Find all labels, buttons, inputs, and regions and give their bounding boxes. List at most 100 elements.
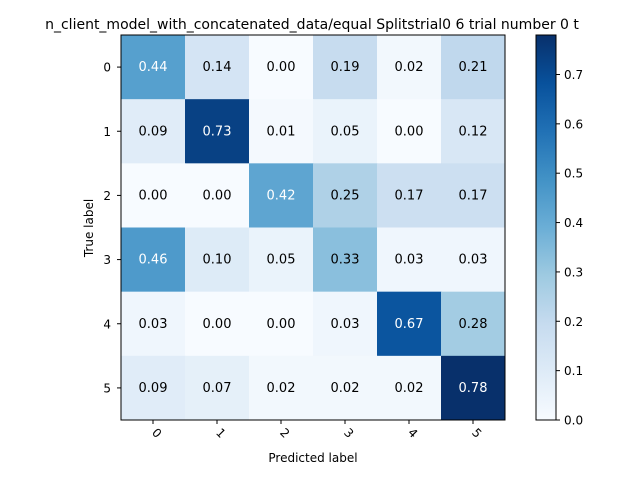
heatmap-cell bbox=[441, 99, 506, 164]
x-axis-ticks: 0 1 2 3 4 5 bbox=[149, 420, 484, 441]
cell-value-label: 0.03 bbox=[139, 317, 168, 332]
heatmap-cell bbox=[377, 99, 442, 164]
cell-value-label: 0.02 bbox=[331, 381, 360, 396]
heatmap-cell bbox=[441, 355, 506, 421]
colorbar-tick-label: 0.7 bbox=[564, 68, 583, 82]
y-tick-label: 2 bbox=[103, 189, 111, 203]
colorbar-ticks: 0.0 0.1 0.2 0.3 0.4 0.5 0.6 0.7 bbox=[556, 68, 583, 428]
heatmap-cell bbox=[121, 35, 186, 100]
heatmap-cell bbox=[377, 355, 442, 421]
heatmap-cell bbox=[313, 355, 378, 421]
heatmap-cell bbox=[121, 99, 186, 164]
heatmap-cell bbox=[121, 355, 186, 421]
cell-value-label: 0.03 bbox=[459, 253, 488, 268]
heatmap-cells bbox=[121, 35, 506, 421]
heatmap-cell bbox=[441, 291, 506, 357]
x-tick-label: 0 bbox=[149, 426, 164, 441]
cell-value-label: 0.25 bbox=[331, 188, 360, 203]
colorbar-tick-label: 0.2 bbox=[564, 315, 583, 329]
cell-value-label: 0.09 bbox=[139, 124, 168, 139]
cell-value-label: 0.07 bbox=[203, 381, 232, 396]
cell-value-label: 0.44 bbox=[139, 60, 168, 75]
chart-title: n_client_model_with_concatenated_data/eq… bbox=[45, 17, 579, 33]
heatmap-cell bbox=[185, 291, 250, 357]
cell-value-label: 0.10 bbox=[203, 253, 232, 268]
cell-value-label: 0.09 bbox=[139, 381, 168, 396]
y-tick-label: 4 bbox=[103, 317, 111, 331]
heatmap-cell bbox=[185, 35, 250, 100]
heatmap-cell bbox=[313, 35, 378, 100]
heatmap-cell bbox=[313, 99, 378, 164]
colorbar-tick-label: 0.3 bbox=[564, 265, 583, 279]
cell-value-label: 0.02 bbox=[395, 60, 424, 75]
cell-value-label: 0.21 bbox=[459, 60, 488, 75]
cell-value-label: 0.00 bbox=[267, 60, 296, 75]
heatmap-cell bbox=[249, 99, 314, 164]
colorbar-tick-label: 0.0 bbox=[564, 414, 583, 428]
y-axis-ticks: 0 1 2 3 4 5 bbox=[103, 61, 121, 395]
heatmap-cell bbox=[377, 227, 442, 293]
cell-value-label: 0.19 bbox=[331, 60, 360, 75]
cell-value-label: 0.78 bbox=[459, 381, 488, 396]
heatmap-cell bbox=[121, 227, 186, 293]
cell-value-label: 0.00 bbox=[203, 317, 232, 332]
x-tick-label: 3 bbox=[341, 426, 356, 441]
colorbar bbox=[535, 34, 557, 421]
heatmap-cell bbox=[249, 355, 314, 421]
cell-value-label: 0.67 bbox=[395, 317, 424, 332]
cell-value-label: 0.28 bbox=[459, 317, 488, 332]
heatmap-cell bbox=[377, 291, 442, 357]
cell-value-label: 0.01 bbox=[267, 124, 296, 139]
y-tick-label: 0 bbox=[103, 61, 111, 75]
cell-value-label: 0.42 bbox=[267, 188, 296, 203]
cell-value-label: 0.17 bbox=[395, 188, 424, 203]
cell-value-label: 0.02 bbox=[267, 381, 296, 396]
heatmap-cell bbox=[313, 163, 378, 228]
cell-value-label: 0.00 bbox=[203, 188, 232, 203]
heatmap-cell bbox=[185, 163, 250, 228]
cell-value-label: 0.73 bbox=[203, 124, 232, 139]
heatmap-cell bbox=[249, 291, 314, 357]
heatmap-cell bbox=[249, 227, 314, 293]
heatmap-frame bbox=[120, 34, 506, 421]
cell-value-label: 0.12 bbox=[459, 124, 488, 139]
y-tick-label: 1 bbox=[103, 125, 111, 139]
cell-value-label: 0.03 bbox=[331, 317, 360, 332]
cell-value-label: 0.05 bbox=[331, 124, 360, 139]
heatmap-cell bbox=[377, 35, 442, 100]
heatmap-cell bbox=[121, 163, 186, 228]
x-tick-label: 4 bbox=[405, 426, 420, 441]
cell-value-label: 0.05 bbox=[267, 253, 296, 268]
cell-value-label: 0.46 bbox=[139, 253, 168, 268]
heatmap-cell bbox=[313, 291, 378, 357]
x-tick-label: 2 bbox=[277, 426, 292, 441]
cell-value-label: 0.03 bbox=[395, 253, 424, 268]
colorbar-tick-label: 0.5 bbox=[564, 167, 583, 181]
cell-value-label: 0.17 bbox=[459, 188, 488, 203]
colorbar-tick-label: 0.4 bbox=[564, 216, 583, 230]
heatmap-cell bbox=[185, 227, 250, 293]
cell-value-label: 0.00 bbox=[139, 188, 168, 203]
colorbar-tick-label: 0.6 bbox=[564, 117, 583, 131]
cell-value-label: 0.00 bbox=[267, 317, 296, 332]
cell-value-label: 0.33 bbox=[331, 253, 360, 268]
x-tick-label: 5 bbox=[469, 426, 484, 441]
heatmap-cell bbox=[313, 227, 378, 293]
heatmap-cell-labels: 0.44 0.14 0.00 0.19 0.02 0.21 0.09 0.73 0.01 0.05… bbox=[139, 60, 488, 396]
heatmap-cell bbox=[441, 163, 506, 228]
heatmap-cell bbox=[185, 99, 250, 164]
x-axis-label: Predicted label bbox=[268, 451, 357, 465]
x-tick-label: 1 bbox=[213, 426, 228, 441]
heatmap-cell bbox=[441, 227, 506, 293]
heatmap-cell bbox=[377, 163, 442, 228]
cell-value-label: 0.00 bbox=[395, 124, 424, 139]
y-tick-label: 5 bbox=[103, 381, 111, 395]
cell-value-label: 0.02 bbox=[395, 381, 424, 396]
heatmap-cell bbox=[249, 35, 314, 100]
heatmap-cell bbox=[441, 35, 506, 100]
colorbar-tick-label: 0.1 bbox=[564, 364, 583, 378]
cell-value-label: 0.14 bbox=[203, 60, 232, 75]
y-axis-label: True label bbox=[82, 199, 96, 258]
heatmap-cell bbox=[185, 355, 250, 421]
